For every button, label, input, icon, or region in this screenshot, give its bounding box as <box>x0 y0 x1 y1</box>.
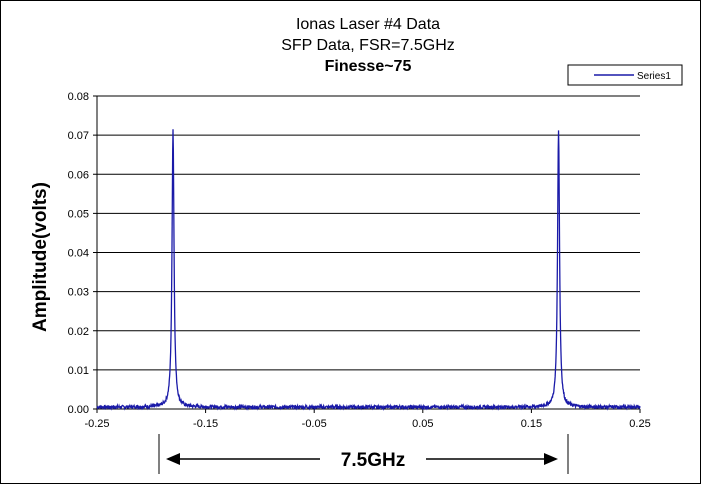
chart-title-line-2: SFP Data, FSR=7.5GHz <box>281 37 455 54</box>
series-line-series1 <box>96 129 641 412</box>
fsr-annotation: 7.5GHz <box>158 434 569 474</box>
y-axis-label: Amplitude(volts) <box>30 182 51 332</box>
y-tick-labels: 0.00 0.01 0.02 0.03 0.04 0.05 0.06 0.07 0.08 <box>68 91 89 416</box>
y-tick-label: 0.06 <box>68 169 89 181</box>
x-tick-labels: -0.25 -0.15 -0.05 0.05 0.15 0.25 <box>84 409 651 430</box>
legend: Series1 <box>567 64 683 86</box>
y-tick-label: 0.01 <box>68 365 89 377</box>
y-tick-label: 0.08 <box>68 91 89 103</box>
chart-title-line-3: Finesse~75 <box>325 58 412 75</box>
y-tick-label: 0.05 <box>68 208 89 220</box>
axes <box>96 96 640 410</box>
annotation-arrowhead-right <box>544 453 558 465</box>
y-tick-label: 0.07 <box>68 130 89 142</box>
legend-label: Series1 <box>637 71 671 82</box>
x-tick-label: 0.25 <box>629 418 650 430</box>
chart-title-line-1: Ionas Laser #4 Data <box>296 16 440 33</box>
gridlines <box>93 95 640 410</box>
y-tick-label: 0.03 <box>68 287 89 299</box>
annotation-arrowhead-left <box>166 453 180 465</box>
x-tick-label: -0.15 <box>193 418 218 430</box>
x-tick-label: 0.15 <box>521 418 542 430</box>
y-tick-label: 0.00 <box>68 404 89 416</box>
x-tick-label: -0.05 <box>302 418 327 430</box>
x-tick-label: -0.25 <box>84 418 109 430</box>
y-tick-label: 0.02 <box>68 326 89 338</box>
annotation-label: 7.5GHz <box>341 450 405 471</box>
y-tick-label: 0.04 <box>68 248 89 260</box>
x-tick-label: 0.05 <box>412 418 433 430</box>
